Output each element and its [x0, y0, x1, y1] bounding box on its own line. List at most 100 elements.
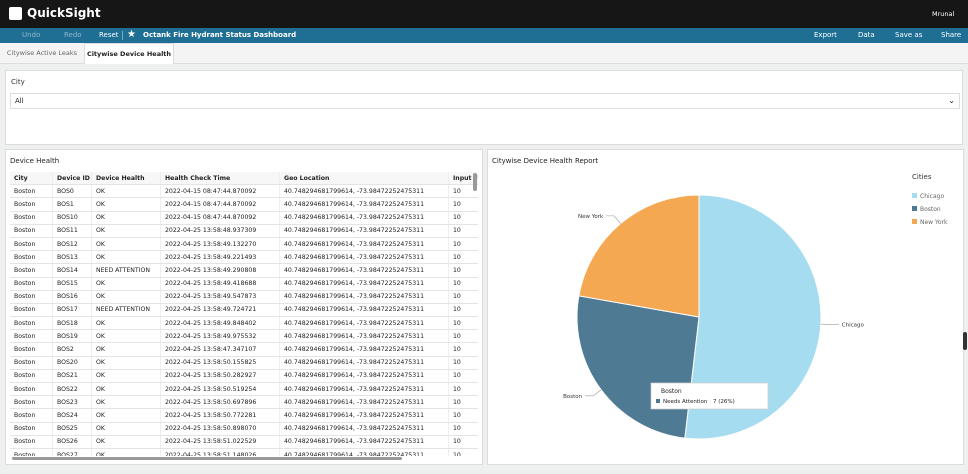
filter-panel: City All ⌄	[5, 70, 963, 145]
legend-title: Cities	[912, 173, 932, 181]
leader-line	[585, 389, 602, 397]
table-cell: OK	[91, 277, 161, 291]
tab-bar: Citywise Active Leaks Citywise Device He…	[0, 43, 968, 64]
table-cell: OK	[91, 290, 161, 304]
table-row: Boston BOS10 OK 2022-04-15 08:47:44.870092 4…	[10, 211, 478, 225]
table-cell: BOS15	[52, 277, 92, 291]
table-cell: 10	[448, 303, 478, 318]
table-cell: 40.748294681799614, -73.98472252475311	[279, 422, 449, 436]
user-menu[interactable]: Mrunal	[932, 10, 955, 18]
table-cell: 2022-04-25 13:58:48.937309	[160, 224, 280, 238]
table-cell: 2022-04-25 13:58:47.347107	[160, 342, 280, 357]
pie-slice	[578, 194, 700, 318]
legend-swatch	[912, 206, 917, 211]
table-cell: 40.748294681799614, -73.98472252475311	[279, 237, 449, 252]
table-row: Boston BOS14 NEED ATTENTION 2022-04-25 13:5…	[10, 263, 478, 278]
table-cell: 10	[448, 250, 478, 265]
table-cell: Boston	[10, 184, 53, 199]
table-cell: 10	[448, 369, 478, 384]
table-row: Boston BOS22 OK 2022-04-25 13:58:50.519254 4…	[10, 382, 478, 397]
reset[interactable]: Reset	[99, 31, 119, 39]
table-cell: OK	[91, 197, 161, 212]
table-cell: BOS19	[52, 329, 92, 344]
table-cell: 40.748294681799614, -73.98472252475311	[279, 290, 449, 304]
table-cell: Boston	[10, 277, 53, 291]
table-cell: BOS24	[52, 408, 92, 423]
table-title: Device Health	[10, 157, 60, 165]
table-cell: 10	[448, 342, 478, 357]
table-cell: OK	[91, 342, 161, 357]
legend-swatch	[912, 219, 917, 224]
tooltip-label: Needs Attention	[663, 399, 708, 405]
table-cell: BOS11	[52, 224, 92, 238]
table-cell: 40.748294681799614, -73.98472252475311	[279, 277, 449, 291]
slice-label: New York	[578, 214, 604, 220]
table-row: Boston BOS24 OK 2022-04-25 13:58:50.772281 4…	[10, 408, 478, 423]
table-row: Boston BOS19 OK 2022-04-25 13:58:49.975532 4…	[10, 329, 478, 344]
table-cell: 2022-04-15 08:47:44.870092	[160, 211, 280, 225]
table-cell: 10	[448, 263, 478, 278]
table-cell: OK	[91, 211, 161, 225]
table-cell: NEED ATTENTION	[91, 263, 161, 278]
table-row: Boston BOS23 OK 2022-04-25 13:58:50.697896 4…	[10, 395, 478, 410]
column-header: Geo Location	[279, 172, 449, 186]
chart: Citywise Device Health Report Cities Chi…	[492, 157, 948, 440]
tab-active[interactable]: Citywise Device Health	[84, 43, 174, 64]
table-cell: BOS25	[52, 422, 92, 436]
table-cell: 2022-04-25 13:58:51.148026	[160, 448, 280, 456]
table-row: Boston BOS20 OK 2022-04-25 13:58:50.155825 4…	[10, 356, 478, 370]
table-cell: 40.748294681799614, -73.98472252475311	[279, 224, 449, 238]
table-cell: BOS12	[52, 237, 92, 252]
table-cell: 10	[448, 184, 478, 199]
table-cell: Boston	[10, 197, 53, 212]
table-cell: OK	[91, 356, 161, 370]
table-cell: 40.748294681799614, -73.98472252475311	[279, 184, 449, 199]
column-header: Health Check Time	[160, 172, 280, 186]
table-row: Boston BOS0 OK 2022-04-15 08:47:44.870092 40…	[10, 184, 478, 199]
table-row: Boston BOS26 OK 2022-04-25 13:58:51.022529 4…	[10, 435, 478, 449]
column-header: Device ID	[52, 172, 92, 186]
scrollbar	[473, 173, 477, 191]
table-cell: 2022-04-25 13:58:50.282927	[160, 369, 280, 384]
data[interactable]: Data	[858, 31, 875, 39]
share[interactable]: Share	[941, 31, 962, 39]
tab[interactable]: Citywise Active Leaks	[6, 49, 78, 57]
table-cell: Boston	[10, 422, 53, 436]
star-icon[interactable]: ★	[127, 29, 136, 40]
table-row: Boston BOS16 OK 2022-04-25 13:58:49.547873 4…	[10, 290, 478, 304]
table-cell: OK	[91, 237, 161, 252]
logo: QuickSight	[27, 6, 101, 20]
dropdown-arrow: ⌄	[948, 96, 955, 105]
table-row: Boston BOS18 OK 2022-04-25 13:58:49.848402 4…	[10, 316, 478, 331]
save-as[interactable]: Save as	[895, 31, 923, 39]
table-cell: Boston	[10, 382, 53, 397]
table-cell: 2022-04-25 13:58:50.155825	[160, 356, 280, 370]
table-row: Boston BOS12 OK 2022-04-25 13:58:49.132270 4…	[10, 237, 478, 252]
table-cell: 10	[448, 224, 478, 238]
tooltip: Boston Needs Attention 7 (26%)	[650, 382, 769, 410]
table-row: Boston BOS17 NEED ATTENTION 2022-04-25 13:5…	[10, 303, 478, 318]
table-cell: 40.748294681799614, -73.98472252475311	[279, 435, 449, 449]
table-row: Boston BOS1 OK 2022-04-15 08:47:44.870092 40…	[10, 197, 478, 212]
table-cell: 2022-04-25 13:58:50.519254	[160, 382, 280, 397]
filter-dropdown[interactable]: All ⌄	[10, 93, 960, 109]
header-row: City Device ID Device Health Health Check T…	[10, 172, 478, 186]
table-cell: BOS1	[52, 197, 92, 212]
chart-title: Citywise Device Health Report	[492, 157, 598, 165]
undo[interactable]: Undo	[22, 31, 41, 39]
redo[interactable]: Redo	[64, 31, 82, 39]
table-cell: 10	[448, 237, 478, 252]
table-cell: OK	[91, 184, 161, 199]
table-cell: OK	[91, 435, 161, 449]
table-cell: 40.748294681799614, -73.98472252475311	[279, 303, 449, 318]
table-cell: BOS10	[52, 211, 92, 225]
table-cell: Boston	[10, 237, 53, 252]
table-cell: 40.748294681799614, -73.98472252475311	[279, 369, 449, 384]
table-cell: Boston	[10, 303, 53, 318]
export[interactable]: Export	[814, 31, 837, 39]
legend-swatch	[912, 193, 917, 198]
tooltip-value: 7 (26%)	[713, 399, 735, 405]
table-cell: OK	[91, 395, 161, 410]
table-cell: BOS22	[52, 382, 92, 397]
